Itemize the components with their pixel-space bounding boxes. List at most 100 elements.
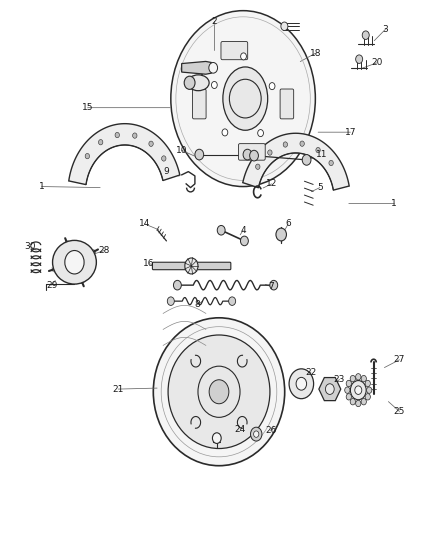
Circle shape (240, 53, 247, 60)
Circle shape (361, 375, 366, 382)
Text: 23: 23 (334, 375, 345, 384)
Circle shape (300, 141, 304, 147)
Text: 11: 11 (316, 150, 328, 159)
Circle shape (281, 22, 288, 30)
Circle shape (195, 149, 204, 160)
Circle shape (185, 258, 198, 274)
Text: 18: 18 (310, 49, 321, 58)
FancyBboxPatch shape (152, 262, 231, 270)
Text: 25: 25 (394, 407, 405, 416)
Circle shape (149, 141, 153, 147)
Text: 9: 9 (163, 167, 170, 176)
Text: 15: 15 (82, 103, 93, 112)
Circle shape (171, 11, 315, 187)
Circle shape (350, 399, 356, 405)
Text: 14: 14 (139, 220, 150, 228)
Text: 1: 1 (39, 182, 45, 191)
Circle shape (212, 433, 221, 443)
Circle shape (270, 280, 278, 290)
Text: 4: 4 (240, 226, 246, 235)
Ellipse shape (153, 318, 285, 466)
Circle shape (99, 140, 103, 145)
Circle shape (269, 83, 275, 90)
Circle shape (212, 82, 217, 88)
Text: 26: 26 (265, 426, 276, 435)
Circle shape (258, 130, 264, 136)
FancyBboxPatch shape (221, 42, 248, 60)
Text: 7: 7 (268, 282, 275, 291)
Circle shape (222, 129, 228, 136)
Circle shape (350, 381, 366, 400)
Circle shape (133, 133, 137, 138)
Circle shape (302, 155, 311, 165)
Ellipse shape (223, 67, 268, 130)
Circle shape (251, 427, 262, 441)
Circle shape (362, 31, 369, 39)
Text: 24: 24 (234, 425, 246, 433)
Circle shape (230, 79, 261, 118)
Ellipse shape (53, 240, 96, 284)
Circle shape (173, 280, 181, 290)
Text: 10: 10 (176, 146, 187, 155)
Circle shape (184, 76, 195, 90)
FancyBboxPatch shape (239, 143, 265, 160)
Circle shape (209, 62, 218, 73)
Text: 30: 30 (24, 242, 35, 251)
Ellipse shape (168, 335, 270, 449)
Circle shape (256, 164, 260, 169)
Circle shape (209, 379, 229, 404)
Circle shape (254, 431, 259, 437)
Circle shape (329, 160, 333, 166)
Circle shape (167, 297, 174, 305)
Text: 2: 2 (212, 17, 217, 26)
Circle shape (240, 236, 248, 246)
Text: 3: 3 (382, 25, 389, 34)
Circle shape (289, 369, 314, 399)
Circle shape (350, 375, 356, 382)
Text: 17: 17 (345, 128, 356, 136)
Circle shape (85, 154, 89, 159)
Text: 1: 1 (391, 199, 397, 208)
Text: 29: 29 (46, 281, 57, 289)
FancyBboxPatch shape (193, 89, 206, 119)
Text: 12: 12 (266, 180, 277, 188)
Circle shape (356, 400, 361, 407)
Circle shape (356, 55, 363, 63)
Polygon shape (182, 61, 212, 74)
FancyBboxPatch shape (280, 89, 293, 119)
Circle shape (365, 393, 371, 400)
Circle shape (162, 156, 166, 161)
Text: 28: 28 (99, 246, 110, 255)
Circle shape (365, 381, 371, 387)
Text: 6: 6 (285, 220, 291, 228)
Circle shape (346, 393, 351, 400)
Circle shape (115, 132, 120, 138)
Polygon shape (69, 124, 180, 184)
Circle shape (283, 142, 287, 147)
Circle shape (217, 225, 225, 235)
Text: 5: 5 (317, 183, 323, 192)
Text: 27: 27 (394, 356, 405, 364)
Ellipse shape (187, 75, 209, 91)
Text: 20: 20 (371, 59, 382, 67)
Circle shape (367, 387, 372, 393)
Circle shape (355, 386, 362, 394)
Text: 21: 21 (113, 385, 124, 393)
Text: 22: 22 (305, 368, 317, 376)
Circle shape (325, 384, 334, 394)
Circle shape (243, 149, 252, 160)
Text: 8: 8 (194, 301, 200, 309)
Circle shape (346, 381, 351, 387)
Circle shape (65, 251, 84, 274)
Polygon shape (243, 133, 349, 190)
Circle shape (276, 228, 286, 241)
Text: 16: 16 (143, 260, 155, 268)
Circle shape (250, 150, 258, 161)
Circle shape (296, 377, 307, 390)
Circle shape (356, 374, 361, 380)
Circle shape (229, 297, 236, 305)
Circle shape (268, 150, 272, 155)
Circle shape (361, 399, 366, 405)
Circle shape (198, 366, 240, 417)
Circle shape (345, 387, 350, 393)
